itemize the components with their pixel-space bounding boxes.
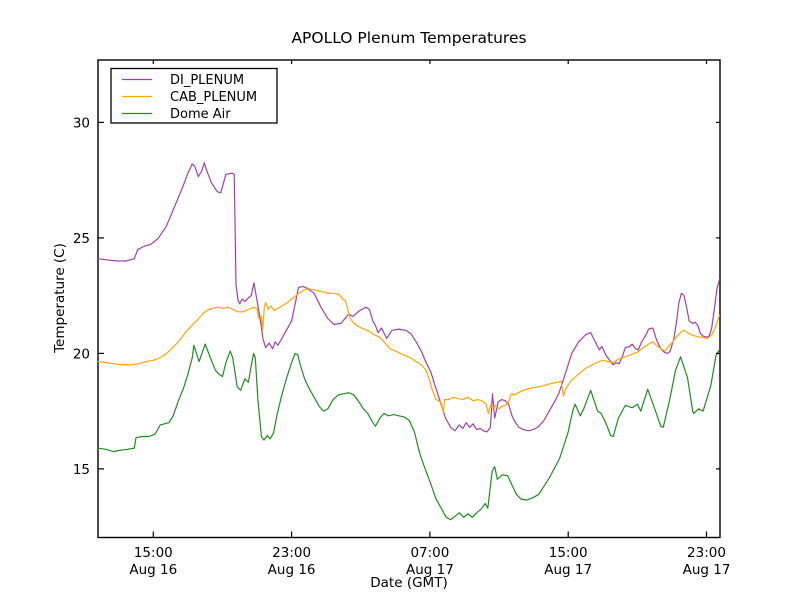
x-tick-date-label: Aug 17 [683, 562, 731, 578]
series-line-di-plenum [97, 162, 721, 433]
legend-label-dome-air: Dome Air [170, 107, 231, 122]
plot-border [97, 59, 721, 539]
y-tick-label: 25 [73, 231, 90, 247]
x-tick-time-label: 15:00 [134, 545, 173, 561]
x-axis-label: Date (GMT) [370, 575, 447, 591]
y-tick-label: 15 [73, 462, 90, 478]
chart-title: APOLLO Plenum Temperatures [291, 29, 526, 47]
series-line-dome-air [97, 343, 721, 521]
legend-label-cab-plenum: CAB_PLENUM [170, 90, 257, 105]
x-tick-date-label: Aug 17 [406, 562, 454, 578]
y-tick-label: 30 [73, 115, 90, 131]
legend: DI_PLENUM CAB_PLENUM Dome Air [110, 67, 278, 124]
legend-label-di-plenum: DI_PLENUM [170, 73, 244, 88]
x-tick-time-label: 23:00 [687, 545, 726, 561]
x-tick-time-label: 23:00 [272, 545, 311, 561]
x-tick-time-label: 15:00 [549, 545, 588, 561]
x-tick-date-label: Aug 16 [268, 562, 316, 578]
x-tick-time-label: 07:00 [410, 545, 449, 561]
y-axis-ticks: 15 20 25 30 [73, 115, 720, 478]
y-tick-label: 20 [73, 346, 90, 362]
series-lines-group [97, 162, 721, 521]
x-tick-date-label: Aug 16 [129, 562, 177, 578]
y-axis-label: Temperature (C) [52, 243, 68, 354]
x-tick-date-label: Aug 17 [544, 562, 592, 578]
series-line-cab-plenum [97, 288, 721, 414]
